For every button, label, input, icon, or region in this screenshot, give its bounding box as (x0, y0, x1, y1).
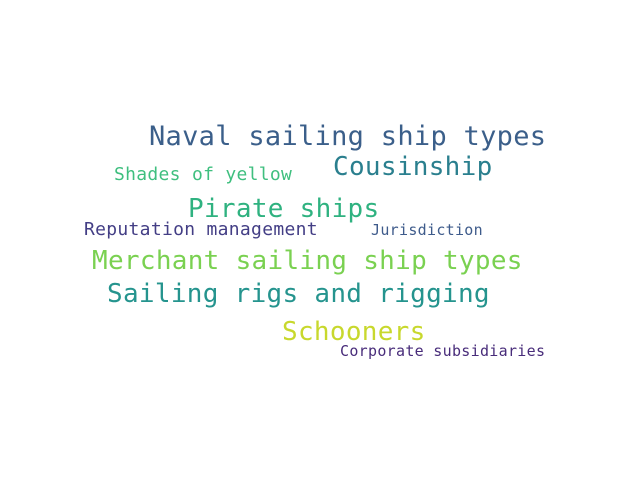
word-schooners: Schooners (282, 316, 426, 347)
word-cousinship: Cousinship (333, 151, 493, 182)
word-pirate-ships: Pirate ships (188, 193, 380, 224)
word-sailing-rigs-and-rigging: Sailing rigs and rigging (107, 278, 490, 309)
word-corporate-subsidiaries: Corporate subsidiaries (340, 341, 546, 360)
word-shades-of-yellow: Shades of yellow (114, 164, 293, 186)
word-merchant-sailing-ship-types: Merchant sailing ship types (92, 245, 523, 276)
word-naval-sailing-ship-types: Naval sailing ship types (149, 121, 547, 153)
word-reputation-management: Reputation management (84, 219, 318, 241)
word-jurisdiction: Jurisdiction (371, 220, 483, 239)
